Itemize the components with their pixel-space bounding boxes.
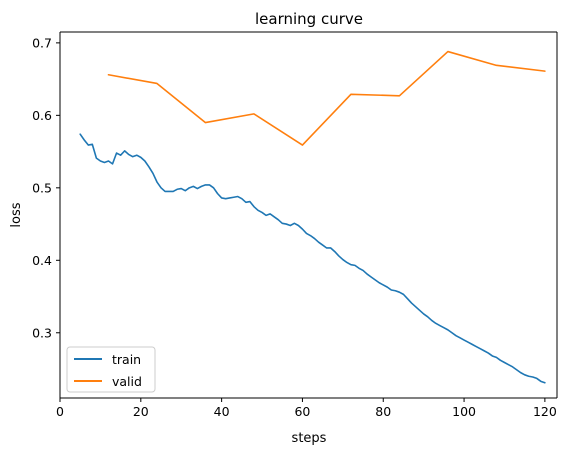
y-tick-label: 0.4 (32, 253, 52, 268)
x-tick-label: 60 (294, 404, 310, 419)
legend-label-train: train (112, 352, 141, 367)
x-tick-label: 100 (452, 404, 476, 419)
legend: train valid (66, 346, 156, 393)
chart-title: learning curve (255, 10, 363, 28)
x-tick-label: 80 (375, 404, 391, 419)
x-tick-label: 0 (56, 404, 64, 419)
y-ticks: 0.3 0.4 0.5 0.6 0.7 (32, 35, 60, 340)
x-axis-label: steps (292, 431, 327, 446)
x-tick-label: 20 (133, 404, 149, 419)
x-tick-label: 40 (214, 404, 230, 419)
y-tick-label: 0.3 (32, 325, 52, 340)
plot-area (60, 32, 557, 398)
y-tick-label: 0.6 (32, 108, 52, 123)
axes-layer (59, 31, 558, 399)
series-line-train (79, 133, 546, 384)
series-line-valid (107, 50, 546, 146)
y-axis-label: loss (9, 202, 24, 227)
legend-label-valid: valid (112, 374, 142, 389)
x-ticks: 0 20 40 60 80 100 120 (56, 398, 557, 419)
x-tick-label: 120 (533, 404, 557, 419)
y-tick-label: 0.7 (32, 35, 52, 50)
y-tick-label: 0.5 (32, 180, 52, 195)
series-layer (79, 50, 546, 384)
